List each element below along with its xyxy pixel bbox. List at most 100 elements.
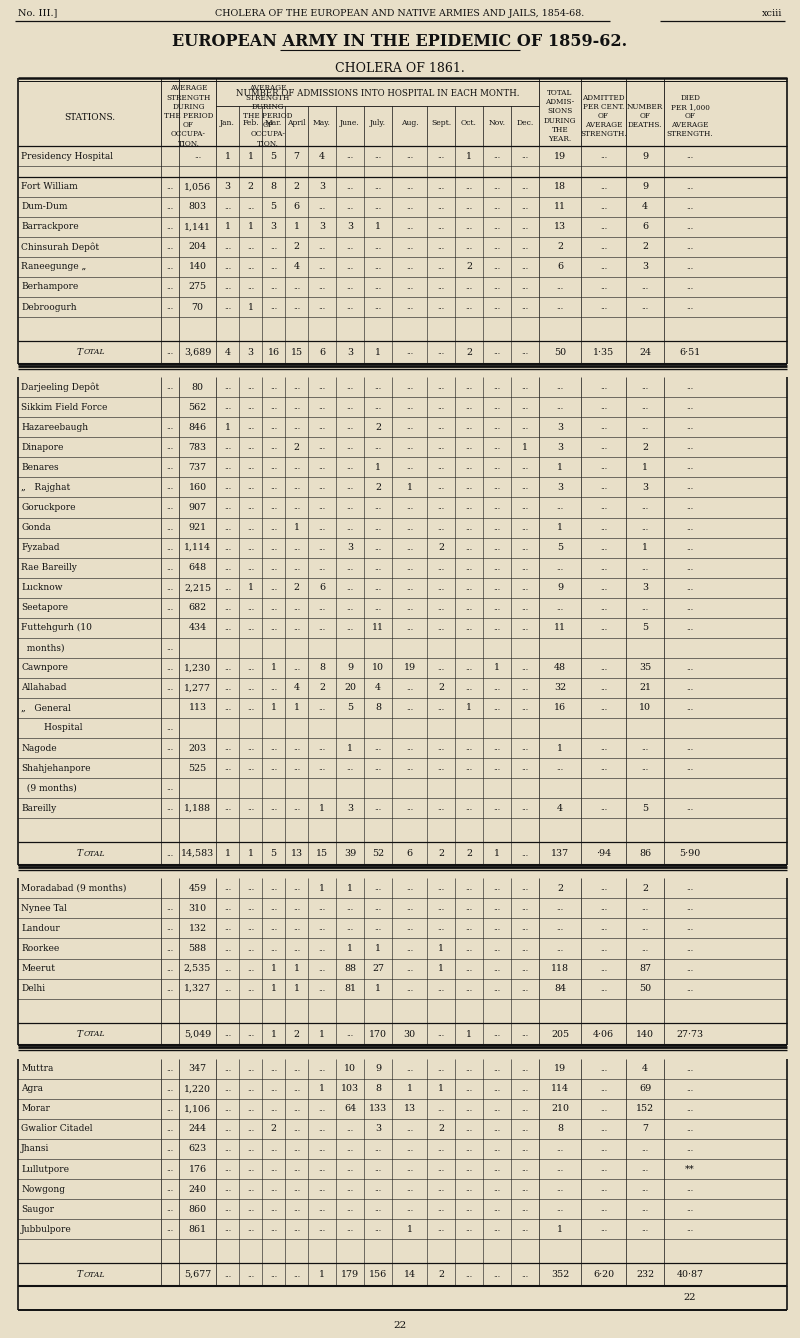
Text: ...: ... [270, 583, 277, 591]
Text: 1: 1 [247, 222, 254, 231]
Text: ...: ... [686, 443, 694, 451]
Text: ...: ... [686, 543, 694, 551]
Text: ...: ... [293, 1206, 300, 1214]
Text: ...: ... [600, 804, 607, 812]
Text: 19: 19 [554, 151, 566, 161]
Text: ...: ... [247, 503, 254, 511]
Text: 5: 5 [557, 543, 563, 553]
Text: 1: 1 [270, 704, 277, 712]
Text: ...: ... [522, 1065, 529, 1073]
Text: ...: ... [494, 153, 501, 161]
Text: 15: 15 [290, 348, 302, 357]
Text: ...: ... [522, 403, 529, 411]
Text: 84: 84 [554, 983, 566, 993]
Text: ...: ... [293, 945, 300, 953]
Text: ...: ... [247, 904, 254, 913]
Text: ...: ... [346, 264, 354, 270]
Text: xciii: xciii [762, 8, 782, 17]
Text: ...: ... [346, 1165, 354, 1173]
Text: Saugor: Saugor [21, 1204, 54, 1214]
Text: ...: ... [270, 1271, 277, 1279]
Text: ...: ... [374, 543, 382, 551]
Text: ...: ... [293, 1105, 300, 1113]
Text: 2: 2 [438, 1270, 444, 1279]
Text: Hazareebaugh: Hazareebaugh [21, 423, 88, 432]
Text: ...: ... [270, 1165, 277, 1173]
Text: ...: ... [686, 403, 694, 411]
Text: ...: ... [406, 1165, 413, 1173]
Text: Dinapore: Dinapore [21, 443, 63, 452]
Text: ...: ... [166, 563, 174, 571]
Text: 1: 1 [466, 704, 472, 712]
Text: 35: 35 [639, 664, 651, 673]
Text: ...: ... [270, 1065, 277, 1073]
Text: 8: 8 [270, 182, 277, 191]
Text: ...: ... [686, 423, 694, 431]
Text: 8: 8 [319, 664, 325, 673]
Text: ...: ... [522, 383, 529, 391]
Text: ...: ... [686, 1105, 694, 1113]
Text: ...: ... [686, 904, 694, 913]
Text: ...: ... [406, 543, 413, 551]
Text: ...: ... [406, 624, 413, 632]
Text: T: T [77, 1270, 82, 1279]
Text: ...: ... [494, 764, 501, 772]
Text: 22: 22 [394, 1321, 406, 1330]
Text: 1: 1 [406, 483, 413, 492]
Text: 3: 3 [642, 483, 648, 492]
Text: ...: ... [270, 804, 277, 812]
Text: ...: ... [522, 850, 529, 858]
Text: 205: 205 [551, 1029, 569, 1038]
Text: ...: ... [166, 1125, 174, 1133]
Text: ...: ... [166, 904, 174, 913]
Text: ...: ... [494, 1165, 501, 1173]
Text: Gonda: Gonda [21, 523, 50, 533]
Text: ...: ... [494, 1226, 501, 1234]
Text: ...: ... [318, 203, 326, 211]
Text: ...: ... [686, 965, 694, 973]
Text: ...: ... [522, 203, 529, 211]
Text: ...: ... [346, 603, 354, 611]
Text: Raneegunge „: Raneegunge „ [21, 262, 86, 272]
Text: 203: 203 [189, 744, 206, 752]
Text: Nynee Tal: Nynee Tal [21, 904, 67, 913]
Text: 907: 907 [189, 503, 206, 512]
Text: ...: ... [494, 348, 501, 356]
Text: ...: ... [438, 503, 445, 511]
Text: 1: 1 [294, 704, 299, 712]
Text: ...: ... [438, 764, 445, 772]
Text: ...: ... [438, 1165, 445, 1173]
Text: ...: ... [166, 603, 174, 611]
Text: ...: ... [406, 284, 413, 290]
Text: ...: ... [374, 764, 382, 772]
Text: ...: ... [686, 764, 694, 772]
Text: ...: ... [522, 624, 529, 632]
Text: ...: ... [686, 684, 694, 692]
Text: ...: ... [438, 223, 445, 231]
Text: ...: ... [522, 543, 529, 551]
Text: 87: 87 [639, 965, 651, 973]
Text: Fort William: Fort William [21, 182, 78, 191]
Text: ...: ... [293, 1226, 300, 1234]
Text: 3: 3 [557, 423, 563, 432]
Text: ...: ... [438, 1185, 445, 1193]
Text: Mar.: Mar. [265, 119, 282, 127]
Text: ...: ... [438, 203, 445, 211]
Text: Fyzabad: Fyzabad [21, 543, 59, 553]
Text: ...: ... [293, 624, 300, 632]
Text: ...: ... [293, 403, 300, 411]
Text: ...: ... [166, 1185, 174, 1193]
Text: 15: 15 [316, 850, 328, 858]
Text: 3: 3 [319, 222, 325, 231]
Text: ...: ... [318, 1125, 326, 1133]
Text: ...: ... [494, 583, 501, 591]
Text: ...: ... [406, 583, 413, 591]
Text: 5: 5 [642, 804, 648, 812]
Text: ...: ... [600, 904, 607, 913]
Text: ...: ... [466, 483, 473, 491]
Text: ...: ... [642, 302, 649, 310]
Text: 170: 170 [369, 1029, 387, 1038]
Text: 5: 5 [270, 151, 277, 161]
Text: CHOLERA OF 1861.: CHOLERA OF 1861. [335, 62, 465, 75]
Text: ...: ... [406, 804, 413, 812]
